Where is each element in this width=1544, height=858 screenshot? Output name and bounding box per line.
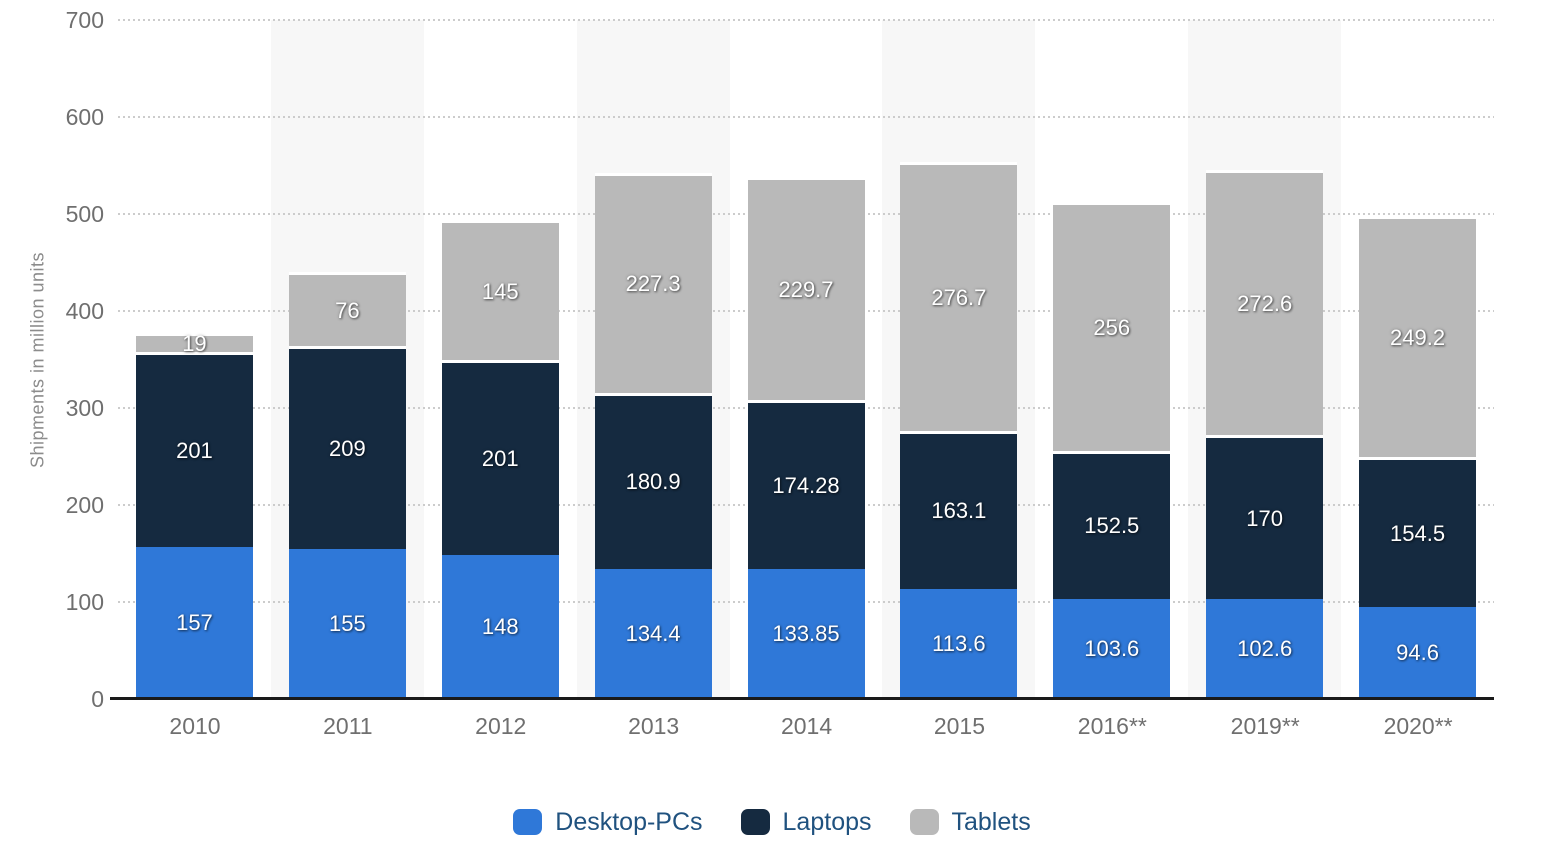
y-axis-title: Shipments in million units xyxy=(27,251,48,469)
x-tick-label: 2012 xyxy=(475,713,527,739)
bar-segment-desktop-pcs: 134.4 xyxy=(594,568,712,699)
data-label: 201 xyxy=(481,446,519,472)
bar-segment-desktop-pcs: 94.6 xyxy=(1359,607,1477,699)
x-tick-label: 2015 xyxy=(933,713,986,739)
data-label: 133.85 xyxy=(772,621,840,647)
y-tick-label: 300 xyxy=(65,395,104,421)
bar-segment-tablets: 229.7 xyxy=(747,177,865,401)
data-label: 103.6 xyxy=(1084,635,1140,661)
bar-segment-laptops: 163.1 xyxy=(900,430,1018,589)
bar-segment-laptops: 201 xyxy=(135,351,253,547)
data-label: 113.6 xyxy=(932,630,986,656)
y-tick-label: 600 xyxy=(65,104,104,130)
data-label: 174.28 xyxy=(772,473,840,499)
y-tick-label: 200 xyxy=(65,492,104,518)
bar-segment-laptops: 201 xyxy=(441,360,559,556)
legend-label: Tablets xyxy=(951,807,1031,836)
legend-label: Laptops xyxy=(782,807,872,836)
legend-item-tablets[interactable]: Tablets xyxy=(909,807,1031,837)
data-label: 155 xyxy=(328,610,366,636)
data-label: 256 xyxy=(1093,314,1131,340)
data-label: 209 xyxy=(328,435,366,461)
y-tick-label: 500 xyxy=(65,201,104,227)
x-tick-label: 2014 xyxy=(780,713,833,739)
bar-segment-tablets: 249.2 xyxy=(1359,215,1477,458)
data-label: 157 xyxy=(176,609,213,635)
data-label: 134.4 xyxy=(625,620,681,646)
x-tick-label: 2020** xyxy=(1383,713,1453,739)
legend-swatch xyxy=(909,809,939,835)
bar-segment-desktop-pcs: 133.85 xyxy=(747,569,865,699)
data-label: 180.9 xyxy=(625,469,681,495)
data-label: 94.6 xyxy=(1396,640,1439,666)
bar-segment-laptops: 170 xyxy=(1206,434,1324,600)
bar-segment-tablets: 76 xyxy=(288,272,406,346)
x-axis-line xyxy=(110,697,1494,700)
legend: Desktop-PCs Laptops Tablets xyxy=(0,800,1544,844)
bar-segment-laptops: 154.5 xyxy=(1359,457,1477,608)
bar-segment-laptops: 174.28 xyxy=(747,400,865,570)
bar-segment-laptops: 209 xyxy=(288,345,406,549)
bar-segment-tablets: 227.3 xyxy=(594,172,712,394)
bar-segment-desktop-pcs: 103.6 xyxy=(1053,598,1171,699)
data-label: 249.2 xyxy=(1390,325,1446,350)
y-tick-label: 0 xyxy=(91,686,104,712)
data-label: 145 xyxy=(481,278,519,304)
legend-item-desktop-pcs[interactable]: Desktop-PCs xyxy=(513,807,703,837)
data-label: 152.5 xyxy=(1084,513,1140,539)
x-tick-label: 2010 xyxy=(169,713,221,739)
data-label: 272.6 xyxy=(1237,290,1293,316)
bar-segment-tablets: 272.6 xyxy=(1206,170,1324,435)
y-tick-label: 700 xyxy=(65,7,104,33)
data-label: 276.7 xyxy=(931,284,987,310)
data-label: 19 xyxy=(182,331,207,357)
gridline xyxy=(118,116,1494,118)
data-label: 76 xyxy=(335,297,360,323)
data-label: 170 xyxy=(1246,505,1284,531)
data-label: 154.5 xyxy=(1390,520,1446,546)
x-tick-label: 2019** xyxy=(1230,713,1300,739)
bar-segment-desktop-pcs: 155 xyxy=(288,548,406,699)
data-label: 229.7 xyxy=(778,277,834,303)
bar-segment-tablets: 276.7 xyxy=(900,162,1018,431)
legend-label: Desktop-PCs xyxy=(555,807,703,836)
legend-swatch xyxy=(740,809,770,835)
gridline xyxy=(118,19,1494,21)
bar-segment-desktop-pcs: 102.6 xyxy=(1206,599,1324,699)
legend-swatch xyxy=(513,809,543,835)
legend-item-laptops[interactable]: Laptops xyxy=(740,807,872,837)
data-label: 227.3 xyxy=(625,271,681,297)
bar-segment-desktop-pcs: 148 xyxy=(441,555,559,699)
data-label: 163.1 xyxy=(931,498,987,524)
bar-segment-tablets: 145 xyxy=(441,219,559,361)
y-tick-label: 400 xyxy=(65,298,104,324)
bar-segment-laptops: 152.5 xyxy=(1053,450,1171,599)
bar-segment-laptops: 180.9 xyxy=(594,393,712,569)
data-label: 148 xyxy=(481,614,519,640)
x-tick-label: 2013 xyxy=(628,713,680,739)
bar-segment-desktop-pcs: 113.6 xyxy=(900,588,1018,699)
bar-segment-desktop-pcs: 157 xyxy=(135,546,253,699)
data-label: 201 xyxy=(176,437,213,463)
y-tick-label: 100 xyxy=(65,589,104,615)
bar-segment-tablets: 256 xyxy=(1053,202,1171,451)
data-label: 102.6 xyxy=(1237,636,1293,662)
x-tick-label: 2016** xyxy=(1077,713,1147,739)
x-tick-label: 2011 xyxy=(323,713,373,739)
bar-segment-tablets: 19 xyxy=(135,331,253,356)
